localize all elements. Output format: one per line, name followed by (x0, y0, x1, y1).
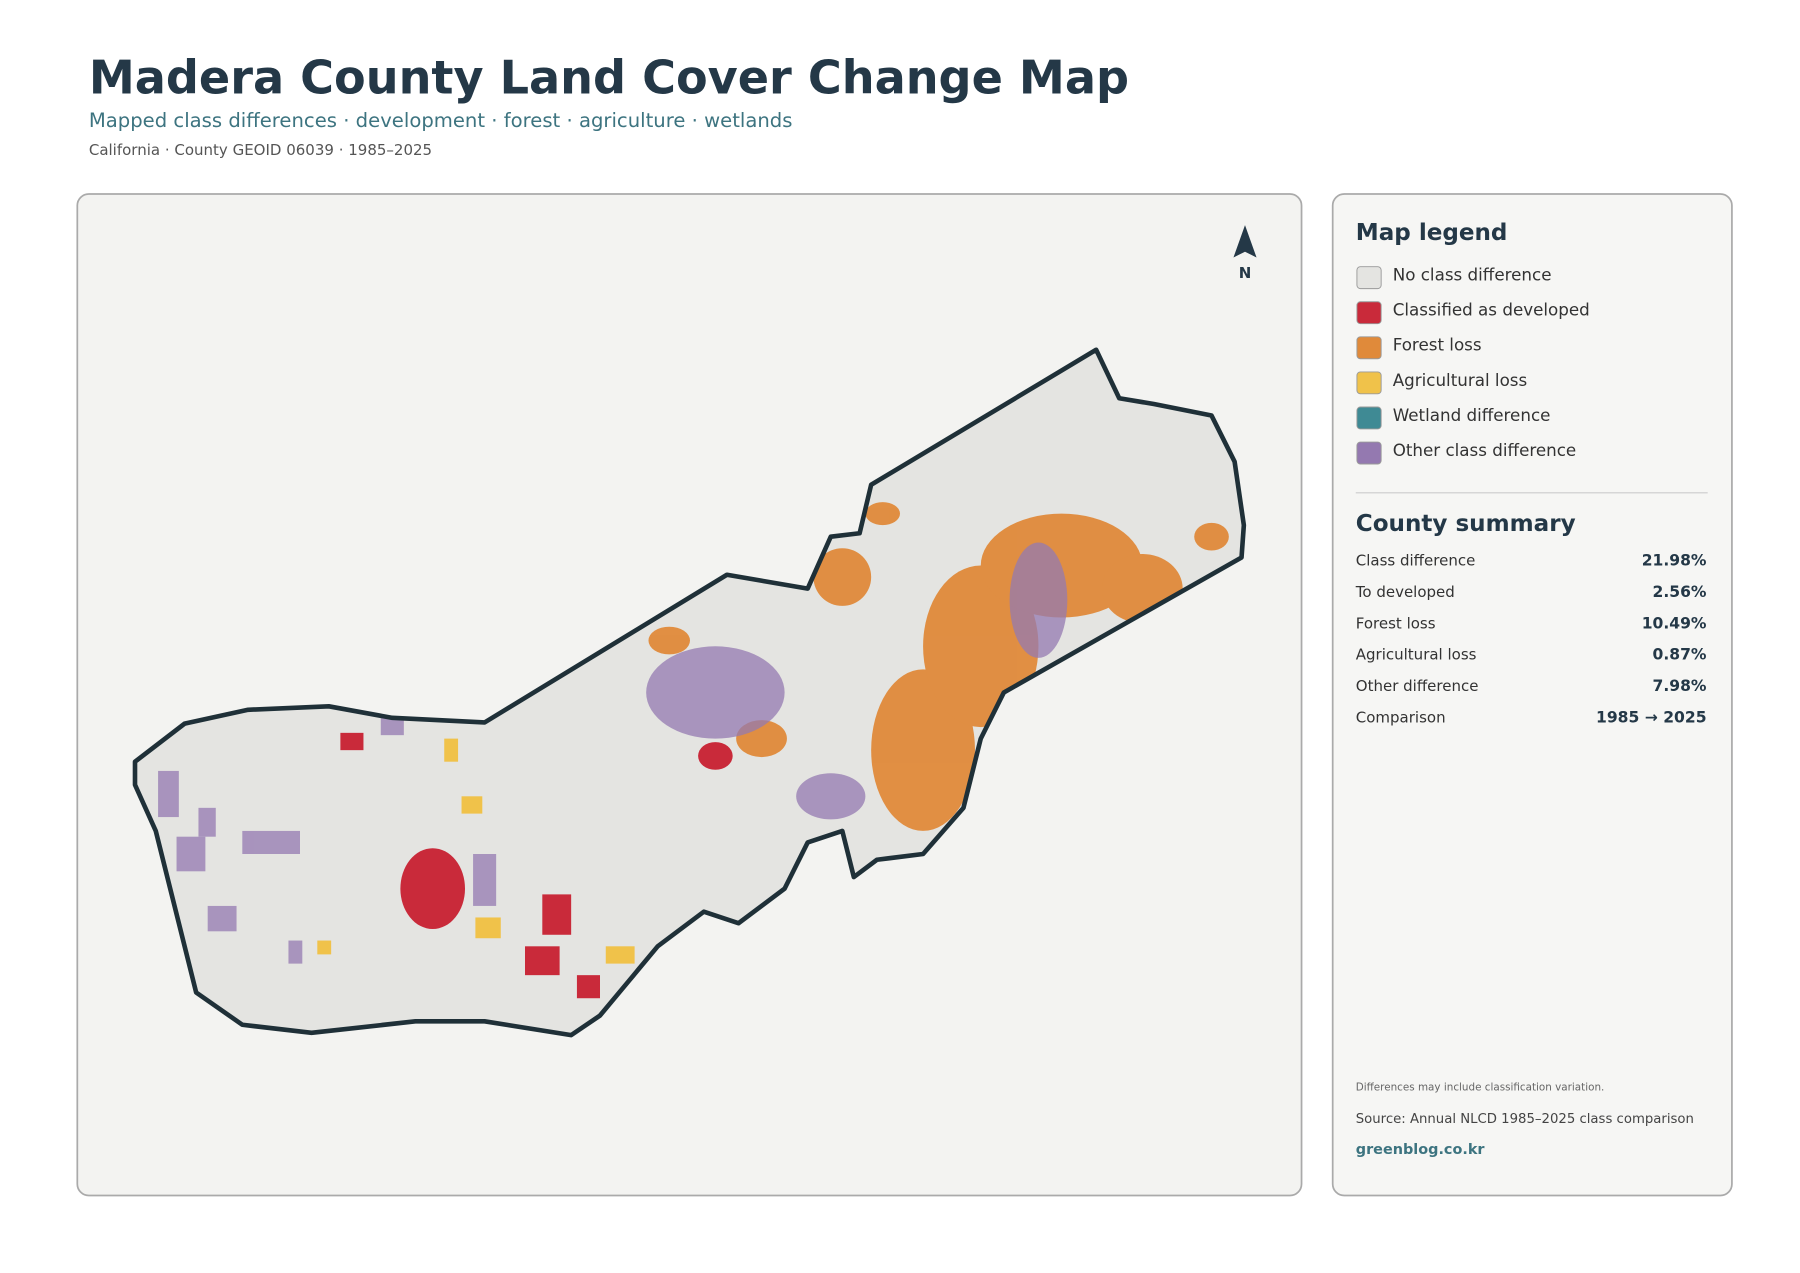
page-title: Madera County Land Cover Change Map (89, 51, 1129, 105)
summary-value: 2.56% (1653, 583, 1707, 601)
north-arrow (1233, 225, 1257, 258)
meta: California · County GEOID 06039 · 1985–2… (89, 141, 432, 159)
site-link: greenblog.co.kr (1356, 1142, 1486, 1158)
legend-swatch (1356, 336, 1382, 360)
summary-label: Comparison (1356, 708, 1446, 726)
summary-title: County summary (1356, 511, 1576, 537)
legend-label: Agricultural loss (1393, 370, 1528, 390)
summary-label: Class difference (1356, 552, 1476, 570)
change-patches (158, 502, 1229, 999)
county-outline (132, 347, 1247, 1038)
summary-label: Forest loss (1356, 614, 1436, 632)
legend-swatch (1356, 371, 1382, 395)
source: Source: Annual NLCD 1985–2025 class comp… (1356, 1112, 1694, 1127)
footnote: Differences may include classification v… (1356, 1082, 1605, 1094)
legend-label: Forest loss (1393, 335, 1482, 355)
legend-title: Map legend (1356, 220, 1508, 246)
summary-table: Class difference 21.98% To developed 2.56% F… (1355, 552, 1707, 727)
summary-value: 1985 → 2025 (1596, 708, 1707, 726)
legend-swatch (1356, 266, 1382, 290)
summary-value: 21.98% (1642, 552, 1707, 570)
summary-label: To developed (1355, 583, 1455, 601)
legend-label: No class difference (1393, 265, 1552, 285)
summary-value: 0.87% (1653, 646, 1707, 664)
legend-label: Other class difference (1393, 440, 1577, 460)
side-panel (1331, 193, 1733, 1197)
legend: No class difference Classified as develop… (1356, 265, 1590, 465)
north-label: N (1239, 264, 1252, 282)
legend-label: Wetland difference (1393, 405, 1551, 425)
legend-swatch (1356, 406, 1382, 430)
summary-label: Other difference (1356, 677, 1479, 695)
summary-label: Agricultural loss (1356, 646, 1477, 664)
legend-swatch (1356, 301, 1382, 325)
summary-value: 7.98% (1653, 677, 1707, 695)
county-map (132, 347, 1247, 1038)
subtitle: Mapped class differences · development ·… (89, 109, 793, 132)
legend-label: Classified as developed (1393, 300, 1590, 320)
summary-value: 10.49% (1642, 614, 1707, 632)
legend-swatch (1356, 441, 1382, 465)
